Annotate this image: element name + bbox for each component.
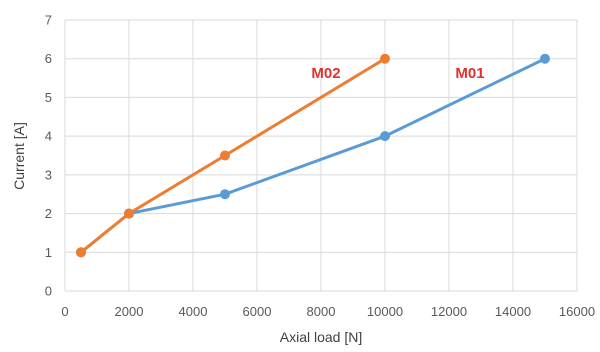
x-tick-label: 8000 [307, 304, 336, 319]
y-tick-label: 5 [45, 90, 52, 105]
data-point-m02 [76, 247, 86, 258]
series-label-m02: M02 [311, 65, 340, 82]
y-tick-label: 6 [45, 51, 52, 66]
data-point-m02 [380, 53, 390, 64]
x-tick-label: 4000 [179, 304, 208, 319]
tick-labels: 0 1 2 3 4 5 6 7 0 2000 4000 6000 8000 10000 12000 14000… [45, 13, 595, 320]
x-tick-label: 10000 [367, 304, 403, 319]
y-tick-label: 2 [45, 206, 52, 221]
data-point-m01 [540, 53, 550, 64]
y-tick-label: 3 [45, 167, 52, 182]
y-tick-label: 7 [45, 13, 52, 28]
x-tick-label: 0 [61, 304, 68, 319]
data-point-m01 [220, 189, 230, 200]
series-line-m01 [79, 57, 547, 254]
x-tick-label: 2000 [115, 304, 144, 319]
data-point-m02 [124, 208, 134, 219]
y-tick-label: 4 [45, 129, 52, 144]
x-tick-label: 14000 [495, 304, 531, 319]
series-lines [79, 57, 547, 254]
y-axis-title: Current [A] [11, 122, 27, 190]
x-tick-label: 16000 [559, 304, 595, 319]
data-point-m02 [220, 150, 230, 161]
series-label-m01: M01 [455, 65, 484, 82]
y-tick-label: 0 [45, 284, 52, 299]
series-line-m02 [79, 57, 387, 254]
data-point-m01 [380, 131, 390, 142]
y-tick-label: 1 [45, 245, 52, 260]
series-labels: M01 M02 [311, 65, 484, 82]
x-tick-label: 6000 [243, 304, 272, 319]
gridlines [64, 19, 578, 292]
data-points [76, 53, 550, 258]
x-tick-label: 12000 [431, 304, 467, 319]
x-axis-title: Axial load [N] [280, 329, 362, 345]
